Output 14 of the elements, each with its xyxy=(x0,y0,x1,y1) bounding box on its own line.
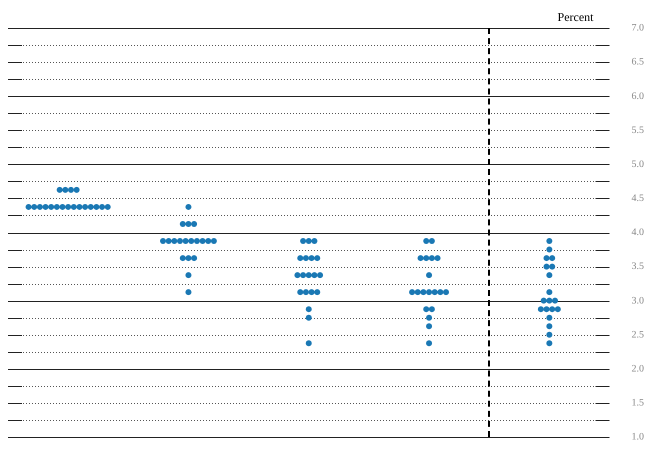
y-tick-label: 1.0 xyxy=(632,432,644,443)
y-tick-label: 2.5 xyxy=(632,329,644,340)
y-tick-label: 2.0 xyxy=(632,363,644,374)
y-tick-label: 7.0 xyxy=(632,22,644,34)
y-tick-label: 6.5 xyxy=(632,56,644,68)
y-tick-label: 4.5 xyxy=(632,193,644,204)
y-tick-label: 1.5 xyxy=(632,398,644,409)
y-tick-label: 5.5 xyxy=(632,124,644,136)
y-tick-label: 3.5 xyxy=(632,261,644,272)
y-axis-title: Percent xyxy=(558,10,594,24)
y-tick-label: 4.0 xyxy=(632,227,644,238)
y-tick-label: 6.0 xyxy=(632,90,644,102)
y-tick-label: 5.0 xyxy=(632,158,644,170)
y-tick-label: 3.0 xyxy=(632,295,644,306)
